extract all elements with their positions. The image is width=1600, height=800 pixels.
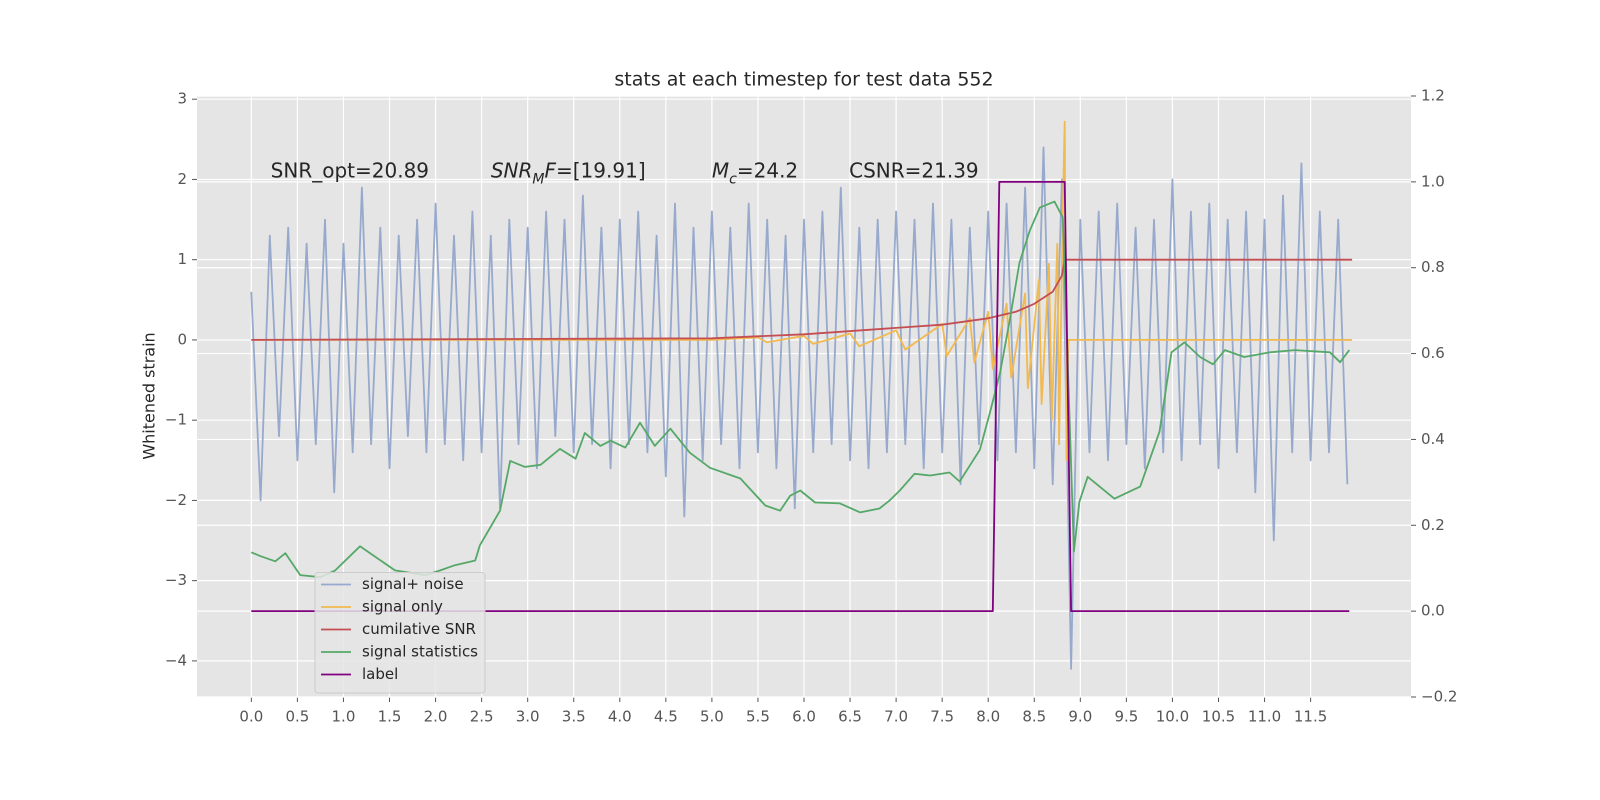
series-line: [251, 258, 1353, 341]
annotation-part: M: [532, 171, 544, 187]
x-tick-label: 11.0: [1248, 708, 1281, 726]
annotation-part: CSNR=21.39: [849, 158, 979, 182]
legend-box: [314, 572, 486, 694]
x-tick-label: 7.5: [930, 708, 954, 726]
legend-label: cumilative SNR: [362, 620, 476, 638]
y-tick-label: 2: [177, 170, 187, 188]
x-tick-label: 6.5: [838, 708, 862, 726]
x-tick-label: 4.5: [654, 708, 678, 726]
x-tick-label: 0.0: [239, 708, 263, 726]
annotation: SNR_opt=20.89: [271, 158, 429, 182]
y2-tick-label: 1.0: [1421, 172, 1445, 190]
annotation: SNRMF=[19.91]: [491, 158, 646, 188]
annotation-part: SNR_opt=20.89: [271, 158, 429, 182]
annotation: CSNR=21.39: [849, 158, 979, 182]
x-tick-label: 11.5: [1294, 708, 1327, 726]
y-tick-label: −2: [165, 491, 187, 509]
y2-tick-label: 0.4: [1421, 430, 1445, 448]
annotation-part: SNR: [491, 158, 533, 182]
annotation-part: F: [544, 158, 556, 182]
x-tick-label: 5.5: [746, 708, 770, 726]
x-tick-label: 6.0: [792, 708, 816, 726]
y2-tick-label: 0.2: [1421, 516, 1445, 534]
series-line: [250, 200, 1351, 579]
y2-tick-label: 0.0: [1421, 602, 1445, 620]
x-tick-label: 8.0: [976, 708, 1000, 726]
y2-tick-label: 0.6: [1421, 344, 1445, 362]
annotation-part: =24.2: [737, 158, 798, 182]
chart-title: stats at each timestep for test data 552: [614, 69, 993, 91]
y2-tick-label: −0.2: [1421, 688, 1457, 706]
x-tick-label: 1.5: [378, 708, 402, 726]
y2-tick-label: 1.2: [1421, 87, 1445, 105]
x-tick-label: 10.5: [1202, 708, 1235, 726]
x-tick-label: 9.0: [1068, 708, 1092, 726]
annotation: Mc=24.2: [712, 158, 798, 188]
x-tick-label: 4.0: [608, 708, 632, 726]
x-tick-label: 3.0: [516, 708, 540, 726]
series-line: [251, 120, 1353, 462]
y2-tick-label: 0.8: [1421, 258, 1445, 276]
annotation-part: c: [729, 171, 737, 187]
series-line: [251, 181, 1350, 612]
x-tick-label: 2.0: [424, 708, 448, 726]
x-tick-label: 0.5: [285, 708, 309, 726]
x-tick-label: 9.5: [1114, 708, 1138, 726]
x-tick-label: 8.5: [1022, 708, 1046, 726]
y-axis-label: Whitened strain: [140, 332, 159, 459]
x-tick-label: 2.5: [470, 708, 494, 726]
x-tick-label: 1.0: [332, 708, 356, 726]
x-tick-label: 3.5: [562, 708, 586, 726]
y-tick-label: 3: [177, 90, 187, 108]
x-tick-label: 5.0: [700, 708, 724, 726]
annotation-part: M: [712, 158, 729, 182]
legend-label: signal+ noise: [362, 575, 464, 593]
series-line: [250, 146, 1349, 670]
annotation-part: =[19.91]: [556, 158, 646, 182]
y-tick-label: −3: [165, 571, 187, 589]
legend-label: label: [362, 665, 398, 683]
y-tick-label: −4: [165, 651, 187, 669]
x-tick-label: 7.0: [884, 708, 908, 726]
y-tick-label: −1: [165, 411, 187, 429]
legend-label: signal only: [362, 598, 443, 616]
legend-label: signal statistics: [362, 643, 478, 661]
x-tick-label: 10.0: [1156, 708, 1189, 726]
y-tick-label: 1: [177, 250, 187, 268]
y-tick-label: 0: [177, 330, 187, 348]
